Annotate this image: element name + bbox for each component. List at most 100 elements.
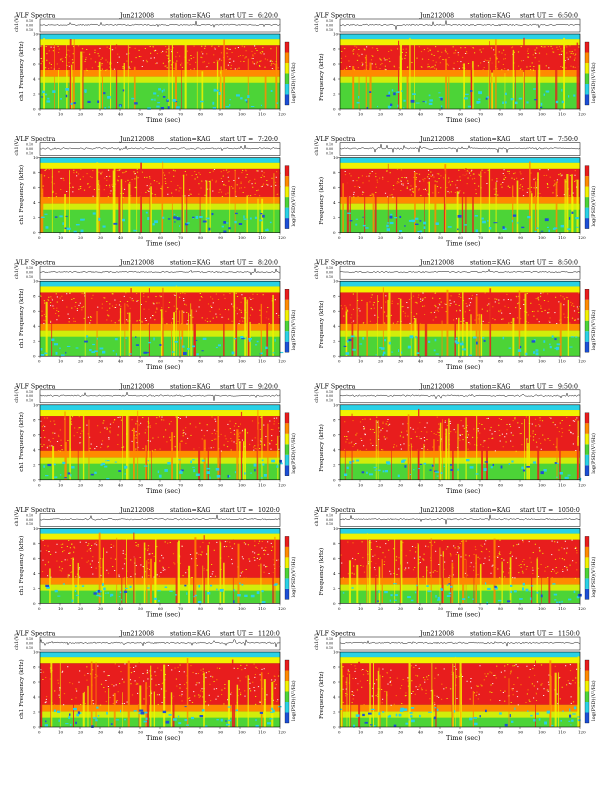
colorbar-segment xyxy=(585,455,589,466)
spectrogram-low-patch xyxy=(144,466,148,467)
spectrogram-streak xyxy=(261,672,263,727)
spectrogram-speckle xyxy=(449,192,450,193)
spectrogram-speckle xyxy=(86,69,87,70)
spectrogram-speckle xyxy=(390,677,391,678)
time-tick-label: 10 xyxy=(358,359,364,364)
spectrogram-speckle xyxy=(106,552,107,553)
freq-tick-label: 4 xyxy=(333,77,336,82)
spectrogram-speckle xyxy=(450,421,451,422)
time-tick-label: 0 xyxy=(338,606,341,611)
spectrogram-speckle xyxy=(361,54,362,55)
spectrogram-speckle xyxy=(105,70,106,71)
spectrogram-speckle xyxy=(101,444,102,445)
spectrogram-low-patch xyxy=(192,217,194,218)
time-tick-label: 120 xyxy=(278,730,286,735)
spectrogram-streak xyxy=(370,63,372,109)
spectrogram-speckle xyxy=(162,567,163,568)
spectrogram-speckle xyxy=(114,420,115,421)
spectrogram-speckle xyxy=(485,540,486,541)
spectrogram-speckle xyxy=(242,46,243,47)
spectrogram-speckle xyxy=(529,677,530,678)
spectrogram-streak xyxy=(407,72,409,109)
time-tick-label: 20 xyxy=(378,235,384,240)
spectrogram-speckle xyxy=(221,694,222,695)
spectrogram-speckle xyxy=(465,559,466,560)
spectrogram-speckle xyxy=(479,694,480,695)
spectrogram-low-patch xyxy=(485,582,486,584)
time-tick-label: 30 xyxy=(98,359,104,364)
spectrogram-speckle xyxy=(234,434,235,435)
spectrogram-speckle xyxy=(115,559,116,560)
spectrogram-speckle xyxy=(143,293,144,294)
spectrogram-speckle xyxy=(412,546,413,547)
spectrogram-speckle xyxy=(238,678,239,679)
spectrogram-low-patch xyxy=(568,95,569,97)
time-xlabel: Time (sec) xyxy=(146,734,181,742)
spectrogram-low-patch xyxy=(84,219,85,221)
spectrogram-streak xyxy=(239,441,241,480)
spectrogram-low-patch xyxy=(356,460,359,462)
spectrogram-speckle xyxy=(223,294,224,295)
spectrogram-speckle xyxy=(214,439,215,440)
spectrogram-speckle xyxy=(271,178,272,179)
spectrogram-speckle xyxy=(466,53,467,54)
spectrogram-speckle xyxy=(146,320,147,321)
spectrogram-speckle xyxy=(231,304,232,305)
spectrogram-speckle xyxy=(430,172,431,173)
spectrogram-speckle xyxy=(40,63,41,64)
spectrogram-streak xyxy=(578,48,580,109)
spectrogram-speckle xyxy=(533,179,534,180)
spectrogram-speckle xyxy=(46,550,47,551)
spectrogram-speckle xyxy=(413,569,414,570)
spectrogram-speckle xyxy=(424,306,425,307)
spectrogram-speckle xyxy=(256,63,257,64)
spectrogram-heatmap xyxy=(340,158,580,233)
spectrogram-speckle xyxy=(180,665,181,666)
spectrogram-speckle xyxy=(353,566,354,567)
spectrogram-streak xyxy=(176,285,177,356)
spectrogram-speckle xyxy=(553,185,554,186)
spectrogram-speckle xyxy=(274,418,275,419)
spectrogram-low-patch xyxy=(134,102,138,104)
spectrogram-speckle xyxy=(88,543,89,544)
spectrogram-low-patch xyxy=(394,725,397,727)
spectrogram-speckle xyxy=(86,425,87,426)
spectrogram-speckle xyxy=(246,569,247,570)
spectrogram-speckle xyxy=(174,295,175,296)
spectrogram-speckle xyxy=(476,294,477,295)
waveform-tick-label: 0.00 xyxy=(26,23,33,27)
spectrogram-speckle xyxy=(202,317,203,318)
spectrogram-speckle xyxy=(163,63,164,64)
spectrogram-speckle xyxy=(363,674,364,675)
spectrogram-speckle xyxy=(345,442,346,443)
spectrogram-low-patch xyxy=(545,218,549,221)
spectrogram-low-patch xyxy=(541,103,543,106)
spectrogram-speckle xyxy=(248,559,249,560)
spectrogram-speckle xyxy=(493,675,494,676)
spectrogram-speckle xyxy=(74,548,75,549)
spectrogram-low-patch xyxy=(106,712,108,715)
spectrogram-streak xyxy=(535,661,536,728)
spectrogram-speckle xyxy=(155,194,156,195)
spectrogram-speckle xyxy=(552,577,553,578)
spectrogram-speckle xyxy=(407,181,408,182)
spectrogram-speckle xyxy=(416,58,417,59)
spectrogram-speckle xyxy=(177,321,178,322)
spectrogram-low-patch xyxy=(374,467,377,468)
spectrogram-low-patch xyxy=(54,710,56,712)
spectrogram-low-patch xyxy=(437,476,439,477)
spectrogram-speckle xyxy=(386,316,387,317)
spectrogram-speckle xyxy=(491,48,492,49)
spectrogram-streak xyxy=(144,543,146,604)
spectrogram-speckle xyxy=(105,691,106,692)
spectrogram-low-patch xyxy=(43,465,45,467)
spectrogram-speckle xyxy=(503,59,504,60)
spectrogram-speckle xyxy=(113,703,114,704)
spectrogram-speckle xyxy=(159,694,160,695)
spectrogram-speckle xyxy=(278,560,279,561)
spectrogram-speckle xyxy=(540,197,541,198)
spectrogram-streak xyxy=(128,184,130,233)
spectrogram-streak xyxy=(54,44,55,109)
time-tick-label: 20 xyxy=(378,606,384,611)
spectrogram-speckle xyxy=(78,305,79,306)
